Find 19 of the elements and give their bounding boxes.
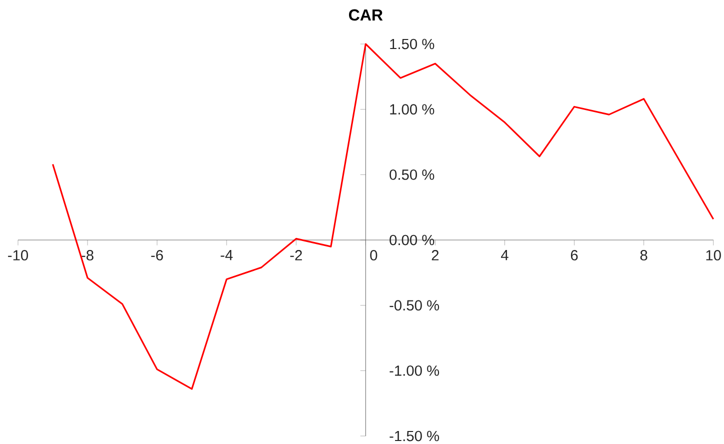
y-tick-label: 0.50 % <box>390 169 434 180</box>
x-tick-label: 4 <box>500 250 508 260</box>
y-tick-label: 0.00 % <box>390 234 434 246</box>
y-tick-label: 1.00 % <box>390 104 434 115</box>
x-tick-label: -2 <box>290 250 302 260</box>
x-tick-label: 2 <box>432 250 439 260</box>
x-tick-label: -4 <box>220 250 233 260</box>
x-tick-label: -6 <box>151 250 163 260</box>
x-tick-label: 8 <box>640 250 648 260</box>
y-tick-label: -1.00 % <box>390 365 440 376</box>
y-tick-label: 1.50 % <box>390 38 434 50</box>
chart-title: CAR <box>348 9 383 21</box>
x-tick-label: -8 <box>82 250 94 260</box>
y-tick-label: -0.50 % <box>390 300 440 311</box>
x-tick-label: 6 <box>570 250 578 260</box>
y-tick-label: -1.50 % <box>390 430 440 442</box>
x-tick-label: -10 <box>8 250 28 260</box>
x-tick-label: 10 <box>706 250 721 260</box>
x-tick-label: 0 <box>370 250 378 260</box>
